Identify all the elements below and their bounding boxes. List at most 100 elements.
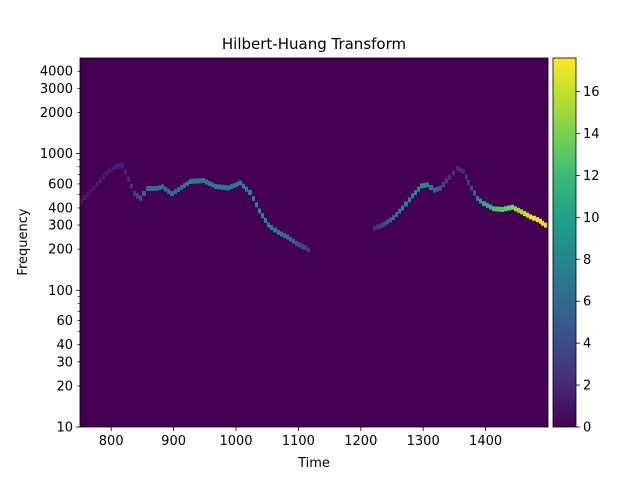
y-tick-label: 10 — [56, 421, 73, 436]
heat-cell — [511, 204, 514, 210]
heat-cell — [532, 215, 536, 221]
heat-cell — [199, 178, 202, 184]
heat-cell — [108, 168, 111, 174]
x-axis: 800 900 1000 1100 1200 1300 1400 — [99, 427, 502, 449]
heat-cell — [295, 241, 298, 246]
heat-cell — [465, 174, 468, 180]
heat-cell — [233, 183, 236, 188]
heat-cell — [111, 166, 114, 172]
y-axis: 10 20 30 40 60 100 200 300 400 600 1000 2000 3000 400… — [40, 65, 80, 436]
heat-cell — [214, 183, 217, 189]
heat-cell — [224, 185, 227, 191]
heat-cell — [482, 201, 486, 207]
x-tick-label: 1300 — [407, 434, 440, 449]
y-tick-label: 60 — [56, 314, 73, 329]
heat-cell — [401, 205, 404, 211]
heat-cell — [211, 182, 214, 188]
x-tick-label: 800 — [99, 434, 124, 449]
colorbar-tick-label: 12 — [583, 169, 600, 184]
heat-cell — [248, 189, 252, 195]
heat-cell — [383, 221, 386, 227]
heat-cell — [220, 184, 224, 190]
heat-cell — [146, 186, 149, 191]
y-tick-label: 4000 — [40, 65, 73, 80]
heat-cell — [526, 212, 529, 218]
heat-cell — [423, 182, 426, 188]
heat-cell — [544, 222, 547, 228]
heat-cell — [245, 186, 248, 192]
heat-cell — [420, 183, 423, 189]
heat-cell — [417, 186, 420, 192]
heat-cell — [270, 225, 273, 230]
y-tick-label: 2000 — [40, 106, 73, 121]
colorbar-tick-label: 14 — [583, 127, 600, 142]
heat-cell — [520, 209, 523, 215]
heatmap-cells — [80, 162, 547, 253]
heat-cell — [448, 174, 451, 180]
heat-cell — [373, 225, 376, 231]
x-tick-label: 900 — [161, 434, 186, 449]
heat-cell — [205, 179, 208, 185]
heat-cell — [183, 183, 186, 188]
heat-cell — [298, 242, 301, 248]
heat-cell — [541, 220, 544, 226]
heat-cell — [242, 183, 245, 189]
heat-cell — [180, 185, 183, 190]
heat-cell — [283, 233, 286, 238]
heat-cell — [230, 184, 233, 190]
colorbar-tick-label: 16 — [583, 85, 600, 100]
heat-cell — [473, 190, 476, 196]
heat-cell — [217, 184, 220, 190]
y-tick-label: 100 — [48, 284, 73, 299]
colorbar-tick-label: 2 — [583, 379, 591, 394]
heat-cell — [386, 219, 389, 225]
heat-cell — [83, 195, 86, 201]
heat-cell — [445, 178, 448, 184]
heat-cell — [105, 170, 108, 176]
heat-cell — [133, 191, 136, 196]
heat-cell — [439, 185, 442, 191]
heat-cell — [155, 186, 158, 191]
heat-cell — [539, 218, 542, 224]
heat-cell — [164, 186, 167, 192]
heat-cell — [208, 181, 211, 186]
heat-cell — [470, 185, 473, 191]
heat-cell — [127, 176, 130, 182]
heat-cell — [149, 186, 152, 191]
heat-cell — [504, 206, 507, 212]
heat-cell — [501, 207, 504, 212]
heat-cell — [514, 206, 517, 212]
heat-cell — [174, 189, 177, 194]
heat-cell — [517, 207, 520, 213]
heat-cell — [124, 169, 127, 175]
heat-cell — [442, 181, 445, 187]
heat-cell — [86, 192, 89, 197]
heat-cell — [429, 185, 433, 190]
heat-cell — [436, 186, 439, 192]
heat-cell — [380, 222, 383, 228]
heat-cell — [158, 185, 161, 191]
heat-cell — [523, 211, 526, 216]
heat-cell — [102, 174, 105, 180]
heat-cell — [389, 217, 392, 223]
y-tick-label: 400 — [48, 201, 73, 216]
heat-cell — [292, 238, 295, 244]
heat-cell — [301, 243, 304, 249]
colorbar-tick-label: 10 — [583, 211, 600, 226]
heat-cell — [177, 187, 180, 192]
heat-cell — [117, 163, 121, 169]
heat-cell — [498, 206, 501, 212]
heat-cell — [486, 202, 489, 208]
heat-cell — [264, 217, 267, 223]
heat-cell — [404, 201, 408, 207]
heat-cell — [170, 191, 174, 196]
heat-cell — [99, 178, 102, 183]
heat-cell — [202, 178, 205, 183]
y-tick-label: 600 — [48, 177, 73, 192]
heat-cell — [80, 198, 83, 204]
heat-cell — [277, 229, 280, 235]
heat-cell — [307, 247, 310, 253]
heat-cell — [167, 188, 170, 194]
heat-cell — [189, 179, 192, 184]
heat-cell — [161, 184, 164, 190]
